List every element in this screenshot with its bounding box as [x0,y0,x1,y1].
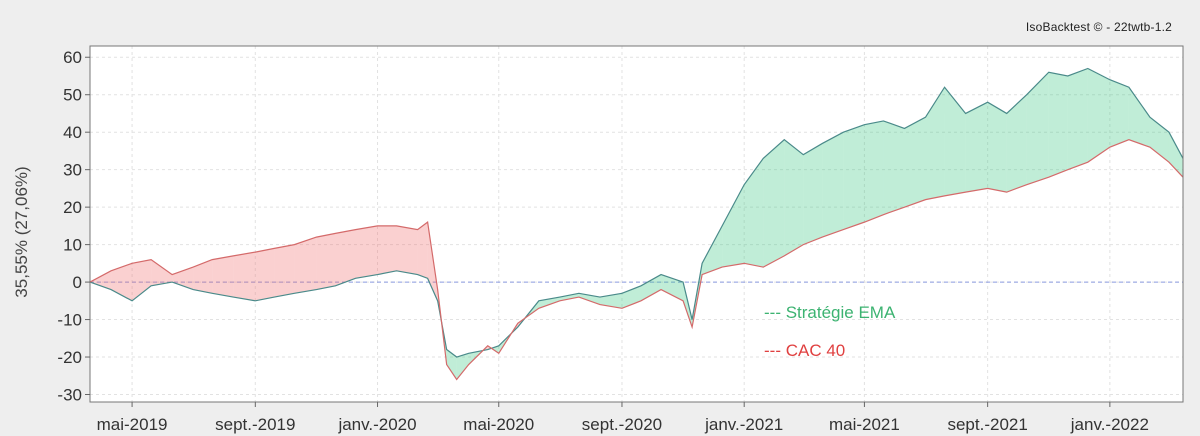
x-tick-label: janv.-2022 [1070,415,1149,434]
fill-outperform [1048,72,1068,178]
fill-outperform [925,87,945,200]
fill-underperform [90,270,112,290]
fill-underperform [255,248,275,301]
fill-underperform [233,252,256,301]
fill-outperform [702,225,723,275]
fill-outperform [1067,68,1088,170]
x-tick-label: mai-2019 [97,415,168,434]
fill-outperform [1109,79,1129,148]
fill-outperform [661,274,684,301]
fill-underperform [396,225,418,275]
x-tick-label: janv.-2021 [704,415,783,434]
series-line-strategie-ema [89,67,1184,358]
fill-underperform [294,237,317,294]
x-tick-label: sept.-2021 [947,415,1027,434]
fill-underperform [377,225,397,275]
fill-underperform [316,233,336,290]
fill-outperform [1168,132,1183,178]
y-tick-label: -20 [57,348,82,367]
fill-outperform [722,184,745,268]
fill-underperform [151,259,173,286]
fill-outperform [599,293,622,309]
fill-outperform [641,274,662,301]
fill-outperform [1006,94,1027,193]
legend-entry: --- CAC 40 [764,341,845,360]
fill-underperform [193,259,213,294]
plot-border [89,45,1184,403]
x-tick-label: sept.-2019 [215,415,295,434]
fill-outperform [883,120,905,215]
fill-outperform [1026,72,1049,185]
series-line-cac-40 [89,139,1184,381]
y-tick-label: 40 [63,123,82,142]
x-tick-label: mai-2021 [829,415,900,434]
fill-outperform [784,139,804,256]
fill-underperform [355,225,378,279]
x-tick-label: mai-2020 [463,415,534,434]
fill-underperform [111,263,133,301]
y-tick-label: -10 [57,311,82,330]
fill-outperform [822,132,844,238]
fill-outperform [987,102,1007,193]
y-tick-label: 50 [63,86,82,105]
fill-outperform [1087,68,1110,163]
fill-outperform [559,293,579,301]
fill-underperform [132,259,152,301]
fill-outperform [446,349,457,380]
fill-outperform [803,143,823,245]
fill-underperform [335,229,356,286]
y-tick-label: 0 [73,273,82,292]
fill-outperform [456,353,469,380]
watermark: IsoBacktest © - 22twtb-1.2 [1025,20,1172,34]
fill-outperform [944,87,966,196]
plot-area [90,46,1183,402]
fill-outperform [864,120,884,223]
fill-outperform [1128,87,1150,148]
fill-outperform [965,102,988,193]
fill-underperform [274,244,295,298]
x-tick-label: sept.-2020 [582,415,662,434]
fill-underperform [212,255,234,298]
y-tick-label: -30 [57,386,82,405]
y-tick-label: 60 [63,48,82,67]
fill-outperform [843,124,865,230]
fill-outperform [763,139,785,268]
y-tick-label: 30 [63,161,82,180]
y-tick-label: 20 [63,198,82,217]
fill-underperform [417,222,428,279]
legend-entry: --- Stratégie EMA [764,303,896,322]
fill-outperform [744,158,764,268]
x-tick-label: janv.-2020 [337,415,416,434]
fill-outperform [904,117,926,208]
y-tick-label: 10 [63,236,82,255]
